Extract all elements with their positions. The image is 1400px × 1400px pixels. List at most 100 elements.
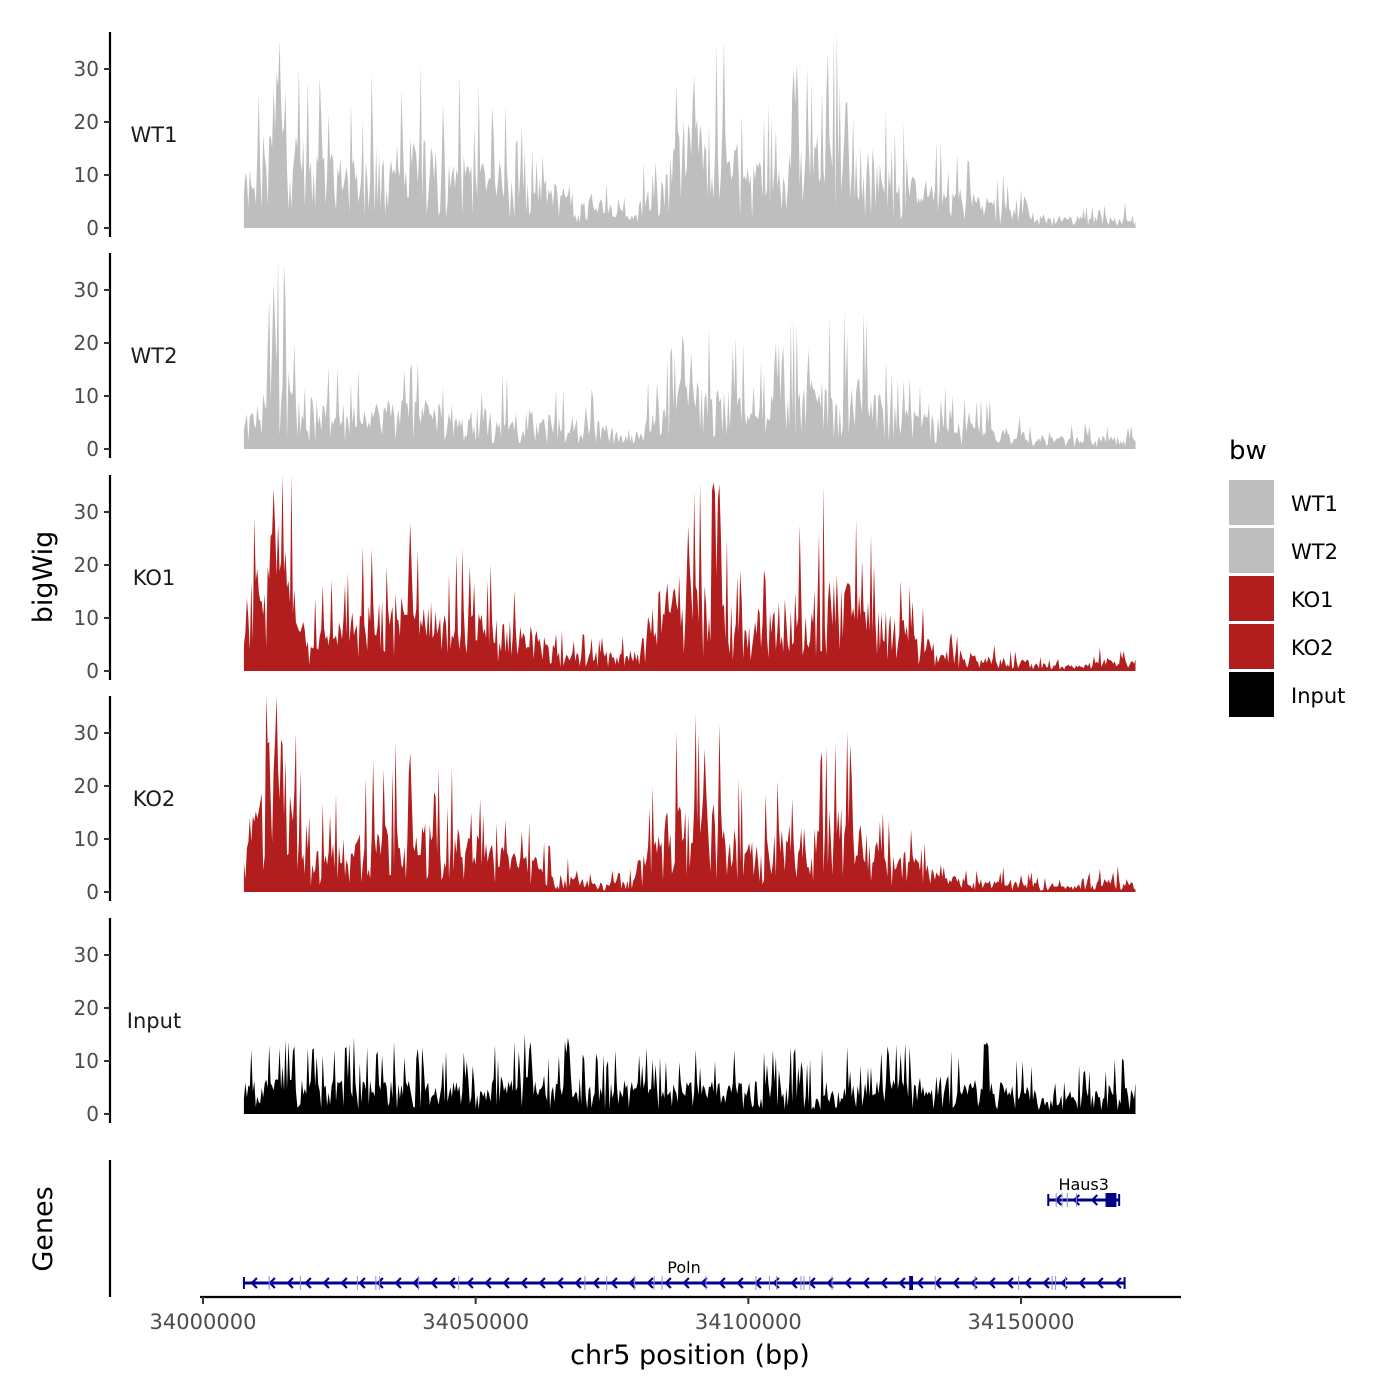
y-tick-label: 30: [74, 943, 99, 967]
coverage-area-ko2: [243, 695, 1136, 892]
y-tick-label: 20: [74, 110, 99, 134]
strand-arrow: [1024, 1277, 1032, 1289]
strand-arrow: [538, 1277, 546, 1289]
y-tick-label: 10: [74, 384, 99, 408]
strand-arrow: [574, 1277, 582, 1289]
strand-arrow: [412, 1277, 420, 1289]
strand-arrow: [1114, 1277, 1122, 1289]
y-tick-label: 10: [74, 827, 99, 851]
y-tick-label: 30: [74, 57, 99, 81]
y-tick-label: 0: [86, 1102, 99, 1126]
legend-label-wt1: WT1: [1291, 492, 1338, 516]
strand-arrow: [1072, 1194, 1081, 1206]
coverage-area-ko1: [243, 474, 1136, 671]
strand-arrow: [1096, 1277, 1104, 1289]
gene-haus3: Haus3: [1047, 1175, 1121, 1207]
legend-title: bw: [1229, 436, 1267, 466]
exon-block: [1105, 1193, 1117, 1207]
strand-arrow: [844, 1277, 852, 1289]
y-tick-label: 20: [74, 553, 99, 577]
strand-arrow: [610, 1277, 618, 1289]
y-tick-label: 20: [74, 996, 99, 1020]
legend: bw WT1 WT2 KO1 KO2 Input: [1229, 436, 1345, 717]
strand-arrow: [718, 1277, 726, 1289]
facet-label: KO1: [133, 566, 176, 590]
gene-label: Haus3: [1058, 1175, 1109, 1194]
facet-label: KO2: [133, 787, 176, 811]
strand-arrow: [646, 1277, 654, 1289]
y-tick-label: 0: [86, 880, 99, 904]
legend-swatch-wt2: [1229, 528, 1274, 573]
y-axis-label: bigWig: [28, 531, 59, 624]
legend-label-input: Input: [1291, 684, 1345, 708]
strand-arrow: [358, 1277, 366, 1289]
strand-arrow: [988, 1277, 996, 1289]
strand-arrow: [376, 1277, 384, 1289]
strand-arrow: [268, 1277, 276, 1289]
genes-axis-label: Genes: [28, 1186, 59, 1271]
x-tick-label: 34100000: [695, 1310, 802, 1334]
strand-arrow: [934, 1277, 942, 1289]
strand-arrow: [862, 1277, 870, 1289]
strand-arrow: [628, 1277, 636, 1289]
strand-arrow: [286, 1277, 294, 1289]
y-tick-label: 10: [74, 1049, 99, 1073]
strand-arrow: [520, 1277, 528, 1289]
x-tick-label: 34150000: [968, 1310, 1075, 1334]
strand-arrow: [1006, 1277, 1014, 1289]
coverage-area-wt1: [243, 31, 1136, 229]
x-tick-label: 34000000: [150, 1310, 257, 1334]
strand-arrow: [394, 1277, 402, 1289]
panel-input: 0 10 20 30 Input: [74, 918, 1136, 1126]
strand-arrow: [250, 1277, 258, 1289]
genes-panel: 34000000 34050000 34100000 34150000 Haus3 Pol…: [108, 1160, 1181, 1334]
x-axis-label: chr5 position (bp): [570, 1340, 810, 1371]
legend-label-wt2: WT2: [1291, 540, 1338, 564]
panel-wt1: 0 10 20 30 WT1: [74, 31, 1136, 240]
gene-poln: Poln: [242, 1258, 1126, 1290]
panel-ko2: 0 10 20 30 KO2: [74, 695, 1136, 904]
coverage-area-input: [243, 1033, 1136, 1114]
strand-arrow: [772, 1277, 780, 1289]
facet-label: Input: [127, 1009, 181, 1033]
x-tick-label: 34050000: [422, 1310, 529, 1334]
strand-arrow: [736, 1277, 744, 1289]
strand-arrow: [1090, 1194, 1099, 1206]
gene-label: Poln: [667, 1258, 700, 1277]
coverage-area-wt2: [243, 258, 1136, 449]
legend-label-ko1: KO1: [1291, 588, 1334, 612]
strand-arrow: [556, 1277, 564, 1289]
coverage-panels: 0 10 20 30 WT1 0 10 20 30 WT2 0 10 20 30 KO1 0 10 20 30 KO2…: [74, 31, 1136, 1126]
y-tick-label: 10: [74, 163, 99, 187]
strand-arrow: [700, 1277, 708, 1289]
strand-arrow: [304, 1277, 312, 1289]
panel-ko1: 0 10 20 30 KO1: [74, 474, 1136, 683]
y-tick-label: 0: [86, 437, 99, 461]
y-tick-label: 0: [86, 216, 99, 240]
strand-arrow: [826, 1277, 834, 1289]
strand-arrow: [592, 1277, 600, 1289]
facet-label: WT1: [131, 123, 178, 147]
strand-arrow: [916, 1277, 924, 1289]
strand-arrow: [340, 1277, 348, 1289]
strand-arrow: [682, 1277, 690, 1289]
y-tick-label: 20: [74, 774, 99, 798]
y-tick-label: 0: [86, 659, 99, 683]
facet-label: WT2: [131, 344, 178, 368]
exon-block: [909, 1276, 914, 1290]
strand-arrow: [430, 1277, 438, 1289]
legend-swatch-ko1: [1229, 576, 1274, 621]
y-tick-label: 10: [74, 606, 99, 630]
strand-arrow: [790, 1277, 798, 1289]
y-tick-label: 20: [74, 331, 99, 355]
strand-arrow: [1078, 1277, 1086, 1289]
strand-arrow: [898, 1277, 906, 1289]
y-tick-label: 30: [74, 500, 99, 524]
strand-arrow: [502, 1277, 510, 1289]
strand-arrow: [1042, 1277, 1050, 1289]
legend-swatch-ko2: [1229, 624, 1274, 669]
strand-arrow: [664, 1277, 672, 1289]
strand-arrow: [448, 1277, 456, 1289]
strand-arrow: [880, 1277, 888, 1289]
